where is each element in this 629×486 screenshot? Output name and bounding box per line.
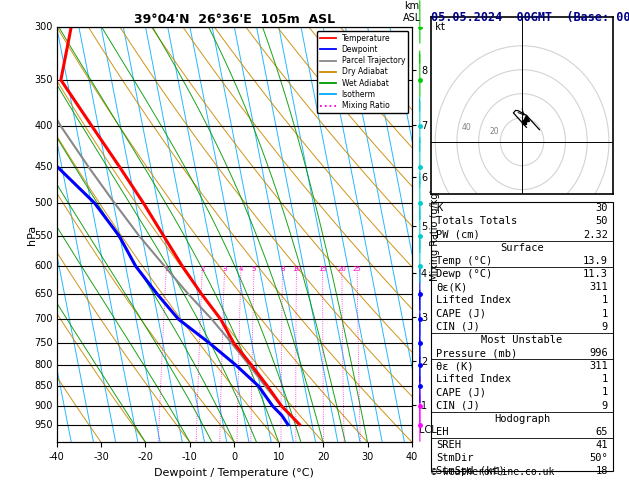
Text: 300: 300 bbox=[35, 22, 53, 32]
Text: 10: 10 bbox=[292, 266, 301, 272]
Text: Totals Totals: Totals Totals bbox=[437, 216, 518, 226]
Text: θε(K): θε(K) bbox=[437, 282, 467, 292]
Text: kt: kt bbox=[435, 22, 446, 33]
Text: 30: 30 bbox=[595, 203, 608, 213]
Text: 700: 700 bbox=[35, 314, 53, 324]
Text: Surface: Surface bbox=[500, 243, 544, 253]
Text: 311: 311 bbox=[589, 282, 608, 292]
Text: 900: 900 bbox=[35, 401, 53, 411]
Text: Pressure (mb): Pressure (mb) bbox=[437, 348, 518, 358]
Text: 05.05.2024  00GMT  (Base: 00): 05.05.2024 00GMT (Base: 00) bbox=[431, 11, 629, 24]
Text: 500: 500 bbox=[35, 198, 53, 208]
Text: θε (K): θε (K) bbox=[437, 361, 474, 371]
Text: StmDir: StmDir bbox=[437, 453, 474, 463]
Text: Most Unstable: Most Unstable bbox=[481, 335, 563, 345]
Text: 2.32: 2.32 bbox=[583, 229, 608, 240]
Text: EH: EH bbox=[437, 427, 449, 437]
Text: Lifted Index: Lifted Index bbox=[437, 374, 511, 384]
Text: 850: 850 bbox=[35, 381, 53, 391]
Text: 50°: 50° bbox=[589, 453, 608, 463]
Text: 40: 40 bbox=[461, 122, 471, 132]
Text: LCL: LCL bbox=[419, 425, 437, 435]
Text: 65: 65 bbox=[595, 427, 608, 437]
Text: 3: 3 bbox=[223, 266, 227, 272]
Text: CAPE (J): CAPE (J) bbox=[437, 309, 486, 318]
Text: 11.3: 11.3 bbox=[583, 269, 608, 279]
Text: km
ASL: km ASL bbox=[403, 1, 421, 22]
Text: 450: 450 bbox=[35, 162, 53, 172]
Text: 9: 9 bbox=[601, 322, 608, 331]
Text: 8: 8 bbox=[280, 266, 285, 272]
X-axis label: Dewpoint / Temperature (°C): Dewpoint / Temperature (°C) bbox=[154, 468, 314, 478]
Text: CIN (J): CIN (J) bbox=[437, 322, 480, 331]
Text: 9: 9 bbox=[601, 400, 608, 411]
Text: 950: 950 bbox=[35, 419, 53, 430]
Text: 5: 5 bbox=[252, 266, 256, 272]
Text: 13.9: 13.9 bbox=[583, 256, 608, 266]
Legend: Temperature, Dewpoint, Parcel Trajectory, Dry Adiabat, Wet Adiabat, Isotherm, Mi: Temperature, Dewpoint, Parcel Trajectory… bbox=[317, 31, 408, 113]
Text: 600: 600 bbox=[35, 261, 53, 271]
Text: 650: 650 bbox=[35, 289, 53, 298]
Text: 1: 1 bbox=[601, 374, 608, 384]
Text: 20: 20 bbox=[337, 266, 347, 272]
Text: 1: 1 bbox=[164, 266, 169, 272]
Text: 41: 41 bbox=[595, 440, 608, 450]
Text: 15: 15 bbox=[318, 266, 327, 272]
Text: 1: 1 bbox=[601, 295, 608, 305]
Text: 800: 800 bbox=[35, 360, 53, 370]
Text: 1: 1 bbox=[601, 309, 608, 318]
Text: Lifted Index: Lifted Index bbox=[437, 295, 511, 305]
Title: 39°04'N  26°36'E  105m  ASL: 39°04'N 26°36'E 105m ASL bbox=[134, 13, 335, 26]
Text: Dewp (°C): Dewp (°C) bbox=[437, 269, 493, 279]
Text: 1: 1 bbox=[601, 387, 608, 398]
Text: 350: 350 bbox=[35, 75, 53, 85]
Text: © weatheronline.co.uk: © weatheronline.co.uk bbox=[431, 467, 554, 477]
Text: PW (cm): PW (cm) bbox=[437, 229, 480, 240]
Text: 4: 4 bbox=[239, 266, 243, 272]
Text: 20: 20 bbox=[489, 127, 499, 137]
Text: Temp (°C): Temp (°C) bbox=[437, 256, 493, 266]
Text: CIN (J): CIN (J) bbox=[437, 400, 480, 411]
Text: 25: 25 bbox=[353, 266, 362, 272]
Text: 311: 311 bbox=[589, 361, 608, 371]
Text: 18: 18 bbox=[595, 467, 608, 476]
Text: K: K bbox=[437, 203, 443, 213]
Text: hPa: hPa bbox=[27, 225, 36, 244]
Text: 550: 550 bbox=[35, 231, 53, 241]
Text: SREH: SREH bbox=[437, 440, 461, 450]
Text: StmSpd (kt): StmSpd (kt) bbox=[437, 467, 505, 476]
Y-axis label: Mixing Ratio (g/kg): Mixing Ratio (g/kg) bbox=[430, 189, 440, 280]
Text: 750: 750 bbox=[35, 338, 53, 348]
Text: Hodograph: Hodograph bbox=[494, 414, 550, 424]
Text: 50: 50 bbox=[595, 216, 608, 226]
Text: 400: 400 bbox=[35, 121, 53, 131]
Text: 996: 996 bbox=[589, 348, 608, 358]
Text: CAPE (J): CAPE (J) bbox=[437, 387, 486, 398]
Text: 2: 2 bbox=[200, 266, 204, 272]
